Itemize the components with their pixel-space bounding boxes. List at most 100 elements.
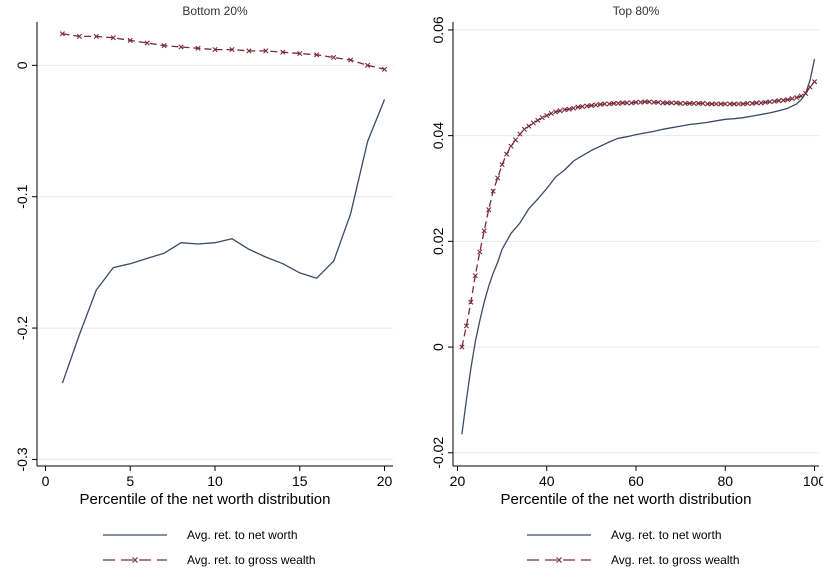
x-axis-title: Percentile of the net worth distribution	[80, 491, 331, 508]
data-point	[566, 106, 572, 112]
data-point	[709, 101, 715, 107]
data-point	[348, 57, 354, 63]
data-point	[771, 98, 777, 104]
data-point	[740, 101, 746, 107]
data-point	[606, 101, 612, 107]
data-point	[615, 100, 621, 106]
data-point	[263, 48, 269, 54]
x-axis-title: Percentile of the net worth distribution	[501, 491, 752, 508]
data-point	[521, 126, 528, 132]
data-point	[642, 99, 648, 105]
legend-label: Avg. ret. to net worth	[611, 528, 722, 542]
data-point	[669, 100, 675, 106]
x-tick-label: 5	[126, 473, 134, 489]
y-tick-label: 0.04	[430, 122, 446, 149]
data-point	[749, 100, 755, 106]
data-point	[651, 99, 657, 105]
data-point	[673, 100, 679, 106]
data-point	[758, 100, 764, 106]
y-tick-label: 0.06	[430, 16, 446, 43]
data-point	[490, 188, 496, 194]
data-point	[472, 273, 478, 279]
series-line	[461, 81, 816, 348]
data-point	[811, 79, 818, 85]
data-point	[593, 102, 599, 108]
y-tick-label: -0.02	[430, 437, 446, 469]
legend-label: Avg. ret. to gross wealth	[611, 553, 740, 567]
data-point	[695, 100, 702, 106]
x-tick-label: 60	[628, 473, 644, 489]
data-point	[744, 100, 751, 106]
data-point	[561, 107, 568, 113]
data-point	[553, 109, 559, 115]
data-point	[686, 100, 693, 106]
data-point	[499, 162, 505, 168]
x-tick-label: 80	[717, 473, 733, 489]
data-point	[655, 99, 661, 105]
legend-marker	[556, 557, 562, 563]
data-point	[178, 44, 184, 50]
data-point	[212, 46, 218, 53]
data-point	[548, 110, 554, 117]
data-point	[76, 33, 82, 40]
x-tick-label: 10	[207, 473, 223, 489]
data-point	[762, 99, 769, 105]
legend: Avg. ret. to net worth Avg. ret. to gross…	[103, 528, 316, 567]
data-point	[535, 117, 541, 123]
data-point	[794, 94, 800, 101]
data-point	[588, 102, 594, 109]
x-tick-label: 100	[803, 473, 823, 489]
data-point	[633, 99, 639, 105]
data-point	[798, 93, 804, 99]
data-point	[682, 100, 688, 106]
data-point	[579, 103, 586, 110]
data-point	[807, 84, 813, 90]
chart-title: Bottom 20%	[182, 4, 248, 18]
data-point	[477, 249, 483, 255]
data-point	[526, 123, 532, 129]
chart-panel-1: Bottom 20% 0 -0.1 -0.2 -0.3 0 5 10 15 20 Percentil…	[14, 4, 393, 567]
data-point	[314, 52, 320, 58]
data-point	[144, 40, 150, 46]
data-point	[664, 100, 670, 106]
data-point	[678, 100, 684, 106]
data-point	[803, 90, 809, 96]
y-tick-label: -0.3	[14, 447, 30, 471]
data-point	[727, 101, 733, 107]
legend-label: Avg. ret. to net worth	[187, 528, 298, 542]
data-point	[624, 100, 630, 106]
data-point	[495, 175, 501, 181]
data-point	[722, 101, 728, 107]
x-tick-label: 40	[539, 473, 555, 489]
x-tick-label: 20	[450, 473, 466, 489]
y-tick-label: -0.2	[14, 316, 30, 340]
data-point	[195, 45, 201, 51]
data-point	[646, 99, 652, 105]
data-point	[611, 100, 617, 106]
series-line	[61, 99, 386, 384]
data-point	[486, 207, 492, 213]
series-2	[59, 31, 388, 72]
chart-panel-2: Top 80% -0.02 0 0.02 0.04 0.06 20 40 60 80 100 Perc…	[430, 4, 823, 567]
y-tick-label: 0	[14, 61, 30, 69]
data-point	[127, 37, 133, 43]
data-point	[620, 100, 626, 106]
data-point	[713, 101, 719, 107]
data-point	[660, 100, 666, 106]
data-point	[776, 98, 782, 104]
data-point	[364, 62, 371, 68]
data-point	[280, 49, 286, 55]
data-point	[161, 43, 167, 49]
data-point	[597, 101, 603, 108]
data-point	[297, 50, 303, 57]
chart-title: Top 80%	[613, 4, 660, 18]
data-point	[530, 120, 536, 126]
data-point	[517, 131, 523, 137]
data-point	[700, 100, 706, 106]
data-point	[459, 344, 465, 350]
legend-marker	[132, 557, 138, 563]
data-point	[110, 35, 116, 41]
series-line	[461, 58, 816, 435]
data-point	[767, 99, 773, 105]
